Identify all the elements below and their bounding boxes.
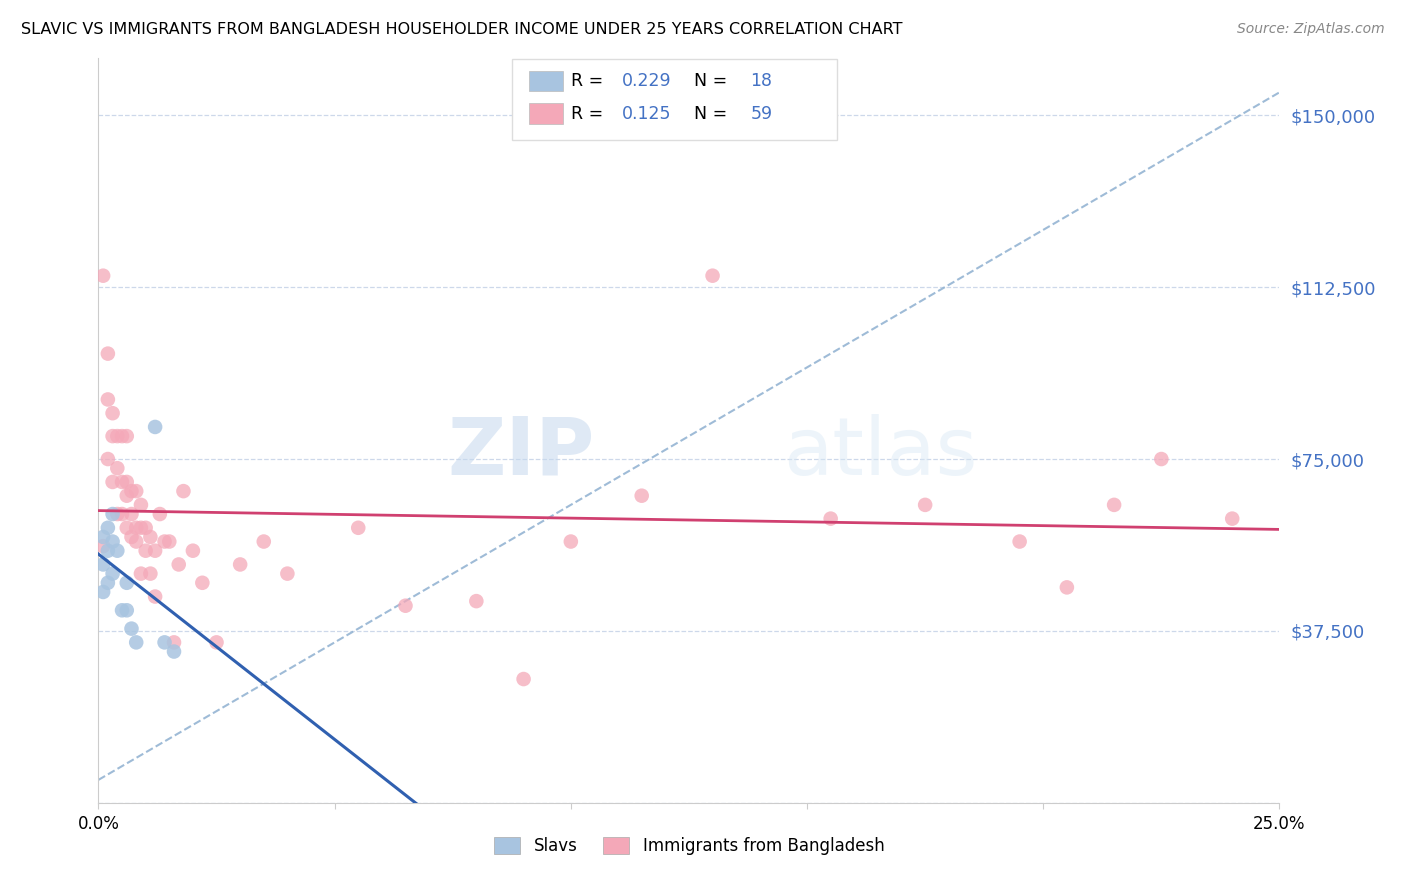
Point: [111, 429, 134, 443]
Point: [101, 429, 124, 443]
Point: [135, 521, 157, 535]
Point: [167, 558, 190, 572]
Point: [111, 475, 134, 489]
Point: [125, 521, 148, 535]
Point: [115, 489, 138, 503]
FancyBboxPatch shape: [512, 60, 837, 140]
Point: [91, 558, 114, 572]
Point: [101, 507, 124, 521]
FancyBboxPatch shape: [530, 103, 562, 124]
Point: [125, 484, 148, 499]
Point: [97, 543, 120, 558]
Point: [105, 429, 128, 443]
Point: [105, 543, 128, 558]
Point: [91, 530, 114, 544]
Point: [630, 489, 652, 503]
Text: R =: R =: [571, 72, 609, 90]
Text: 59: 59: [751, 105, 772, 123]
Point: [191, 575, 214, 590]
Point: [115, 521, 138, 535]
Point: [97, 346, 120, 360]
Point: [253, 534, 276, 549]
Text: SLAVIC VS IMMIGRANTS FROM BANGLADESH HOUSEHOLDER INCOME UNDER 25 YEARS CORRELATI: SLAVIC VS IMMIGRANTS FROM BANGLADESH HOU…: [21, 22, 903, 37]
Point: [702, 268, 724, 283]
Text: Source: ZipAtlas.com: Source: ZipAtlas.com: [1237, 22, 1385, 37]
Text: N =: N =: [683, 105, 733, 123]
Point: [135, 543, 157, 558]
Point: [394, 599, 416, 613]
Point: [1102, 498, 1125, 512]
Point: [91, 585, 114, 599]
Text: R =: R =: [571, 105, 609, 123]
Point: [101, 534, 124, 549]
Point: [115, 475, 138, 489]
Point: [149, 507, 172, 521]
Point: [163, 644, 186, 658]
Point: [115, 429, 138, 443]
Point: [129, 498, 152, 512]
Point: [91, 539, 114, 553]
Point: [914, 498, 936, 512]
Point: [157, 534, 180, 549]
Point: [105, 461, 128, 475]
Text: atlas: atlas: [783, 414, 977, 491]
Point: [111, 603, 134, 617]
Point: [276, 566, 298, 581]
Point: [143, 543, 166, 558]
Point: [820, 511, 842, 525]
Point: [105, 507, 128, 521]
Point: [163, 635, 186, 649]
Point: [115, 575, 138, 590]
Point: [153, 635, 176, 649]
Point: [97, 521, 120, 535]
Point: [1056, 580, 1078, 594]
Text: 0.125: 0.125: [621, 105, 671, 123]
Point: [121, 507, 143, 521]
Point: [560, 534, 582, 549]
FancyBboxPatch shape: [530, 70, 562, 92]
Point: [153, 534, 176, 549]
Point: [129, 566, 152, 581]
Point: [115, 603, 138, 617]
Point: [205, 635, 228, 649]
Text: 18: 18: [751, 72, 772, 90]
Point: [465, 594, 488, 608]
Point: [101, 406, 124, 420]
Text: N =: N =: [683, 72, 733, 90]
Point: [97, 452, 120, 467]
Text: ZIP: ZIP: [447, 414, 595, 491]
Point: [512, 672, 534, 686]
Legend: Slavs, Immigrants from Bangladesh: Slavs, Immigrants from Bangladesh: [486, 830, 891, 862]
Point: [139, 566, 162, 581]
Point: [97, 575, 120, 590]
Point: [129, 521, 152, 535]
Point: [101, 566, 124, 581]
Point: [91, 268, 114, 283]
Point: [347, 521, 370, 535]
Point: [101, 475, 124, 489]
Point: [143, 590, 166, 604]
Point: [121, 530, 143, 544]
Point: [1008, 534, 1031, 549]
Point: [143, 420, 166, 434]
Point: [1220, 511, 1243, 525]
Point: [125, 635, 148, 649]
Point: [111, 507, 134, 521]
Point: [97, 392, 120, 407]
Point: [172, 484, 194, 499]
Point: [1150, 452, 1173, 467]
Text: 0.229: 0.229: [621, 72, 671, 90]
Point: [121, 484, 143, 499]
Point: [121, 622, 143, 636]
Point: [139, 530, 162, 544]
Point: [125, 534, 148, 549]
Point: [229, 558, 252, 572]
Point: [181, 543, 204, 558]
